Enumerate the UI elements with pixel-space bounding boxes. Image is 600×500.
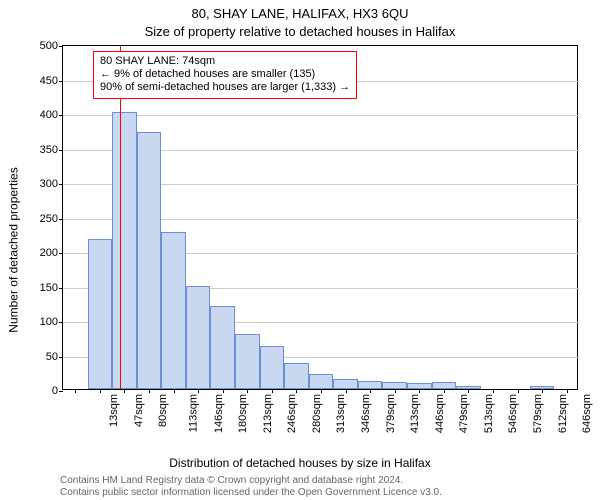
y-tick-label: 500 — [40, 40, 58, 52]
y-tick-label: 250 — [40, 213, 58, 225]
histogram-bar — [137, 132, 162, 389]
x-tick-mark — [518, 389, 519, 393]
histogram-bar — [161, 232, 186, 389]
chart-container: { "title_line1": "80, SHAY LANE, HALIFAX… — [0, 0, 600, 500]
x-tick-label: 180sqm — [237, 394, 249, 433]
annotation-box: 80 SHAY LANE: 74sqm← 9% of detached hous… — [93, 51, 357, 99]
histogram-bar — [210, 306, 235, 389]
chart-title-subtitle: Size of property relative to detached ho… — [0, 24, 600, 39]
x-tick-mark — [468, 389, 469, 393]
x-tick-mark — [198, 389, 199, 393]
y-tick-label: 400 — [40, 109, 58, 121]
histogram-bar — [358, 381, 383, 389]
histogram-bar — [284, 363, 309, 389]
x-tick-label: 47sqm — [133, 394, 145, 427]
y-tick-mark — [59, 253, 63, 254]
x-tick-label: 246sqm — [286, 394, 298, 433]
y-tick-label: 100 — [40, 316, 58, 328]
y-tick-label: 150 — [40, 282, 58, 294]
x-tick-label: 579sqm — [532, 394, 544, 433]
histogram-bar — [382, 382, 407, 389]
x-tick-label: 113sqm — [187, 394, 199, 432]
x-tick-label: 413sqm — [409, 394, 421, 433]
x-tick-label: 146sqm — [213, 394, 225, 433]
x-tick-mark — [395, 389, 396, 393]
histogram-bar — [432, 382, 457, 389]
x-tick-label: 513sqm — [483, 394, 495, 433]
y-tick-mark — [59, 357, 63, 358]
x-tick-mark — [444, 389, 445, 393]
y-tick-mark — [59, 322, 63, 323]
gridline-h — [63, 115, 579, 116]
x-tick-label: 13sqm — [108, 394, 120, 427]
y-tick-mark — [59, 184, 63, 185]
y-tick-label: 200 — [40, 247, 58, 259]
annotation-line: 80 SHAY LANE: 74sqm — [100, 55, 350, 68]
x-tick-mark — [247, 389, 248, 393]
chart-title-address: 80, SHAY LANE, HALIFAX, HX3 6QU — [0, 6, 600, 21]
y-tick-mark — [59, 115, 63, 116]
x-tick-mark — [223, 389, 224, 393]
x-tick-mark — [296, 389, 297, 393]
x-tick-label: 446sqm — [434, 394, 446, 433]
histogram-bar — [88, 239, 113, 389]
footer-line-1: Contains HM Land Registry data © Crown c… — [60, 475, 580, 487]
x-tick-mark — [419, 389, 420, 393]
y-tick-mark — [59, 150, 63, 151]
histogram-bar — [333, 379, 358, 389]
footer-line-2: Contains public sector information licen… — [60, 487, 580, 499]
x-tick-label: 379sqm — [385, 394, 397, 433]
annotation-line: 90% of semi-detached houses are larger (… — [100, 81, 350, 94]
y-axis-label: Number of detached properties — [6, 0, 22, 500]
y-tick-mark — [59, 391, 63, 392]
footer-attribution: Contains HM Land Registry data © Crown c… — [60, 475, 580, 498]
y-tick-mark — [59, 46, 63, 47]
x-tick-label: 546sqm — [508, 394, 520, 433]
x-tick-label: 80sqm — [157, 394, 169, 427]
x-tick-mark — [272, 389, 273, 393]
x-tick-mark — [321, 389, 322, 393]
y-tick-label: 450 — [40, 75, 58, 87]
x-tick-mark — [149, 389, 150, 393]
histogram-bar — [186, 286, 211, 390]
x-tick-label: 646sqm — [581, 394, 593, 433]
x-tick-mark — [493, 389, 494, 393]
y-tick-mark — [59, 81, 63, 82]
x-tick-label: 479sqm — [458, 394, 470, 433]
histogram-bar — [260, 346, 285, 389]
x-tick-mark — [567, 389, 568, 393]
y-tick-mark — [59, 288, 63, 289]
x-tick-mark — [124, 389, 125, 393]
histogram-bar — [112, 112, 137, 389]
x-tick-mark — [370, 389, 371, 393]
x-tick-mark — [174, 389, 175, 393]
x-tick-label: 280sqm — [311, 394, 323, 433]
x-tick-mark — [542, 389, 543, 393]
x-tick-label: 346sqm — [360, 394, 372, 433]
y-tick-label: 50 — [46, 351, 58, 363]
x-axis-label: Distribution of detached houses by size … — [0, 456, 600, 470]
y-tick-label: 300 — [40, 178, 58, 190]
x-tick-mark — [75, 389, 76, 393]
x-tick-label: 213sqm — [262, 394, 274, 433]
y-tick-mark — [59, 219, 63, 220]
x-tick-label: 313sqm — [336, 394, 348, 433]
plot-area: 05010015020025030035040045050013sqm47sqm… — [62, 45, 578, 390]
x-tick-mark — [346, 389, 347, 393]
y-tick-label: 0 — [52, 385, 58, 397]
x-tick-label: 612sqm — [557, 394, 569, 433]
x-tick-mark — [100, 389, 101, 393]
histogram-bar — [235, 334, 260, 389]
annotation-line: ← 9% of detached houses are smaller (135… — [100, 68, 350, 81]
histogram-bar — [309, 374, 334, 389]
y-tick-label: 350 — [40, 144, 58, 156]
